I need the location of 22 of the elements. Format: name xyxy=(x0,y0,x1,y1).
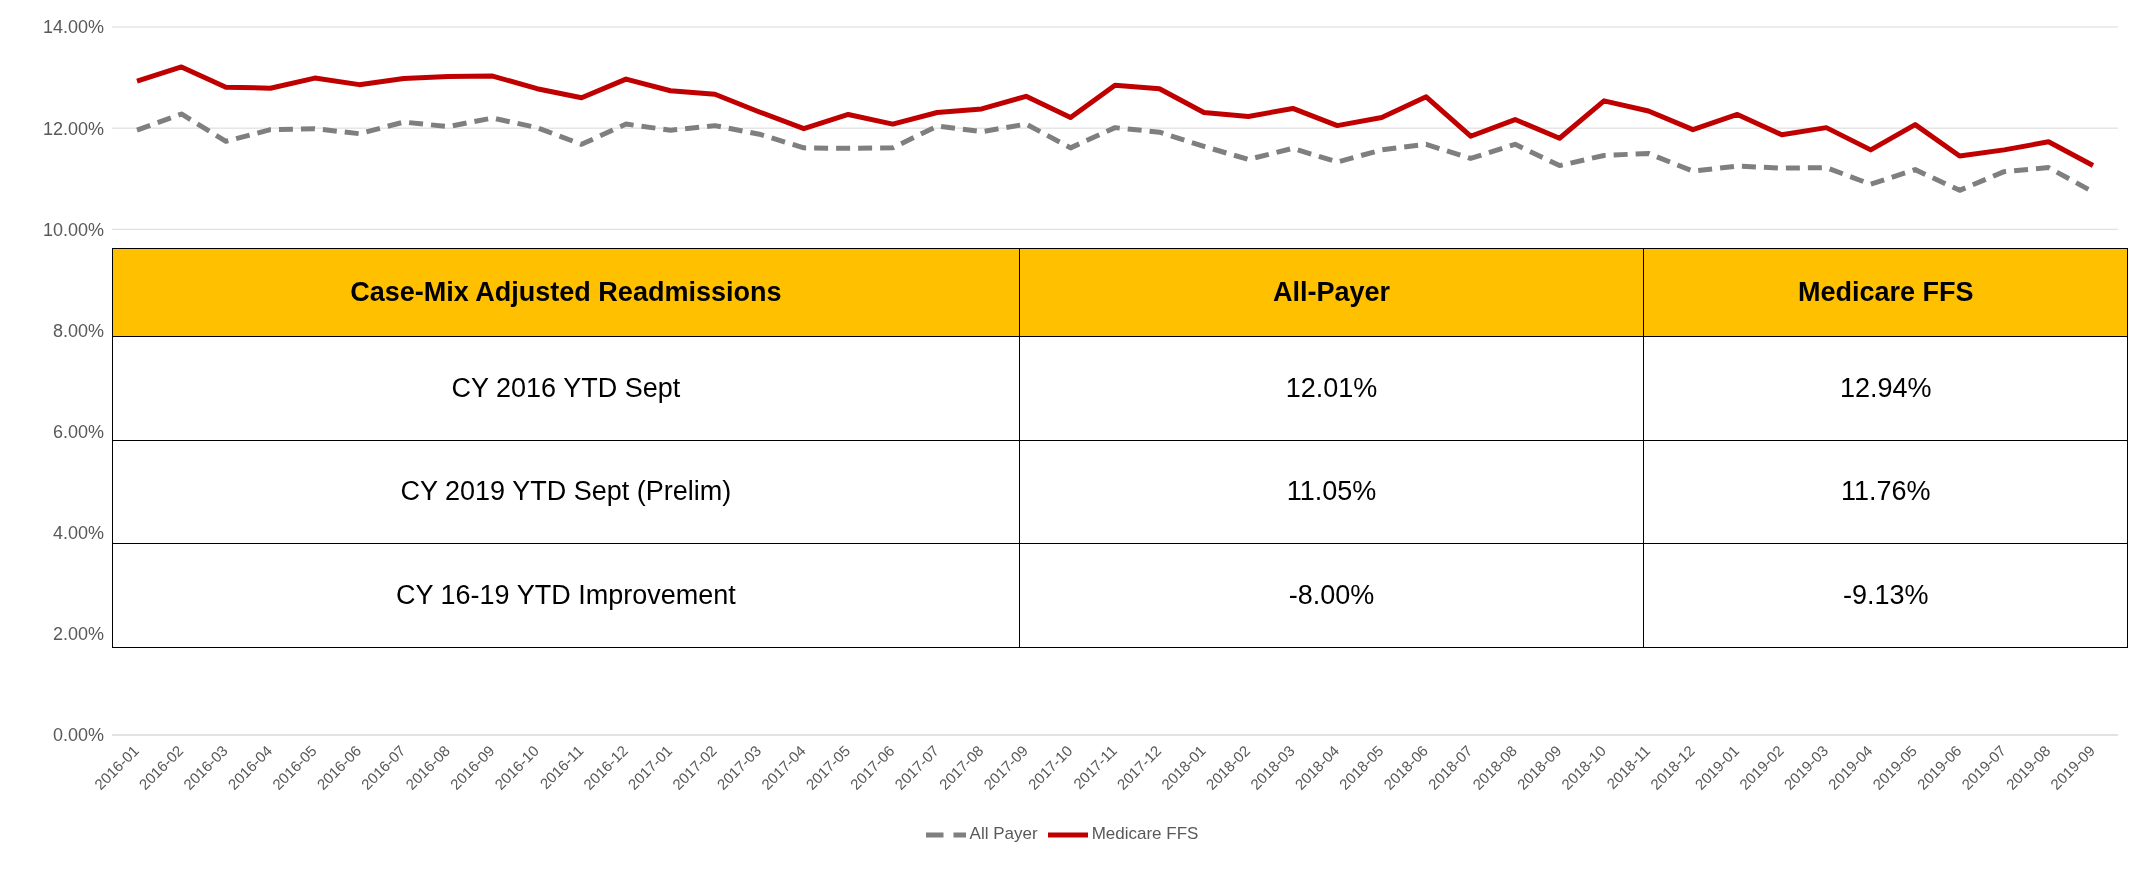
annotation: All-Payer xyxy=(1019,248,1644,337)
annotation: 11.05% xyxy=(1019,440,1644,544)
legend-label: All Payer xyxy=(969,824,1038,844)
y-tick-label: 0.00% xyxy=(52,725,104,746)
annotation: CY 2019 YTD Sept (Prelim) xyxy=(112,440,1020,544)
annotation: -9.13% xyxy=(1643,543,2128,648)
y-tick-label: 10.00% xyxy=(42,219,104,240)
annotation: -8.00% xyxy=(1019,543,1644,648)
annotation: 11.76% xyxy=(1643,440,2128,544)
y-tick-label: 6.00% xyxy=(52,421,104,442)
y-tick-label: 8.00% xyxy=(52,320,104,341)
y-tick-label: 14.00% xyxy=(42,17,104,38)
annotation: CY 2016 YTD Sept xyxy=(112,336,1020,440)
y-tick-label: 12.00% xyxy=(42,118,104,139)
y-tick-label: 4.00% xyxy=(52,523,104,544)
annotation: Medicare FFS xyxy=(1643,248,2128,337)
legend-label: Medicare FFS xyxy=(1091,824,1199,844)
annotation: Case-Mix Adjusted Readmissions xyxy=(112,248,1020,337)
annotation: 12.94% xyxy=(1643,336,2128,440)
annotation: 12.01% xyxy=(1019,336,1644,440)
annotation: CY 16-19 YTD Improvement xyxy=(112,543,1020,648)
y-tick-label: 2.00% xyxy=(52,624,104,645)
